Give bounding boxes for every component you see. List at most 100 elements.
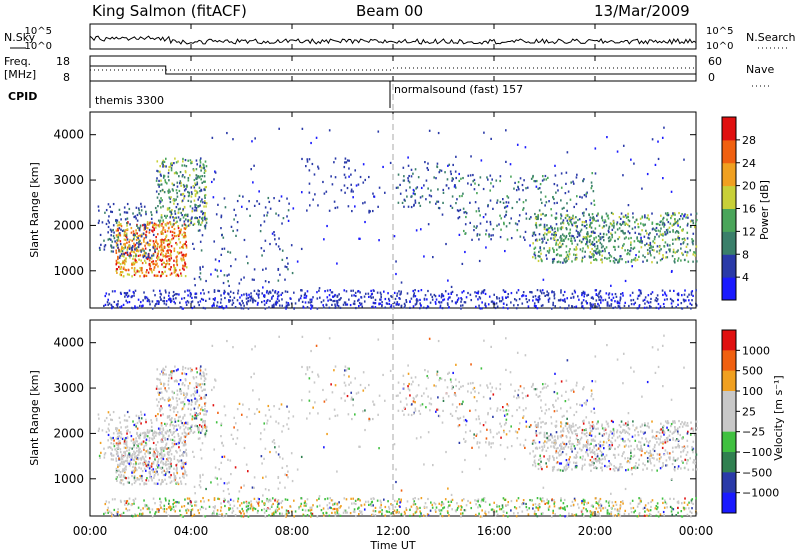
velocity-echo bbox=[498, 431, 500, 433]
power-echo bbox=[253, 279, 255, 281]
power-echo bbox=[174, 232, 176, 234]
power-echo bbox=[557, 244, 559, 246]
velocity-echo bbox=[134, 477, 136, 479]
power-echo bbox=[184, 176, 186, 178]
power-echo bbox=[667, 229, 669, 231]
power-echo bbox=[401, 281, 403, 283]
power-echo bbox=[650, 293, 652, 295]
velocity-echo bbox=[166, 443, 168, 445]
power-echo bbox=[583, 299, 585, 301]
power-echo bbox=[672, 231, 674, 233]
power-echo bbox=[574, 248, 576, 250]
power-echo bbox=[181, 259, 183, 261]
velocity-echo bbox=[147, 451, 149, 453]
velocity-echo bbox=[135, 462, 137, 464]
power-echo bbox=[279, 304, 281, 306]
power-echo bbox=[182, 265, 184, 267]
power-echo bbox=[131, 264, 133, 266]
velocity-echo bbox=[450, 413, 452, 415]
power-echo bbox=[390, 162, 392, 164]
velocity-echo bbox=[104, 456, 106, 458]
power-echo bbox=[532, 175, 534, 177]
velocity-echo bbox=[201, 406, 203, 408]
power-echo bbox=[287, 268, 289, 270]
velocity-echo bbox=[317, 412, 319, 414]
velocity-echo bbox=[237, 437, 239, 439]
velocity-echo bbox=[204, 403, 206, 405]
power-echo bbox=[680, 302, 682, 304]
power-echo bbox=[525, 146, 527, 148]
power-echo bbox=[577, 295, 579, 297]
power-echo bbox=[476, 192, 478, 194]
power-echo bbox=[179, 182, 181, 184]
power-echo bbox=[118, 221, 120, 223]
power-echo bbox=[456, 294, 458, 296]
power-echo bbox=[194, 209, 196, 211]
power-echo bbox=[654, 242, 656, 244]
power-echo bbox=[127, 247, 129, 249]
velocity-echo bbox=[460, 386, 462, 388]
power-echo bbox=[224, 290, 226, 292]
power-echo bbox=[169, 239, 171, 241]
power-echo bbox=[106, 292, 108, 294]
power-echo bbox=[239, 302, 241, 304]
power-echo bbox=[113, 246, 115, 248]
velocity-echo bbox=[185, 378, 187, 380]
power-echo bbox=[184, 297, 186, 299]
power-echo bbox=[654, 238, 656, 240]
velocity-echo bbox=[552, 404, 554, 406]
power-echo bbox=[398, 174, 400, 176]
velocity-echo bbox=[194, 412, 196, 414]
velocity-echo bbox=[488, 443, 490, 445]
beam-title: Beam 00 bbox=[356, 2, 423, 20]
power-echo bbox=[151, 261, 153, 263]
power-echo bbox=[483, 132, 485, 134]
velocity-echo bbox=[292, 480, 294, 482]
velocity-echo bbox=[140, 451, 142, 453]
velocity-echo bbox=[198, 428, 200, 430]
velocity-echo bbox=[556, 457, 558, 459]
power-echo bbox=[637, 259, 639, 261]
power-echo bbox=[247, 262, 249, 264]
power-echo bbox=[289, 297, 291, 299]
power-echo bbox=[104, 295, 106, 297]
power-echo bbox=[414, 200, 416, 202]
velocity-echo bbox=[248, 408, 250, 410]
velocity-echo bbox=[156, 388, 158, 390]
power-echo bbox=[170, 210, 172, 212]
power-echo bbox=[261, 292, 263, 294]
power-echo bbox=[553, 291, 555, 293]
velocity-echo bbox=[205, 413, 207, 415]
power-echo bbox=[671, 270, 673, 272]
power-echo bbox=[314, 173, 316, 175]
velocity-echo bbox=[126, 442, 128, 444]
power-echo bbox=[198, 304, 200, 306]
power-echo bbox=[116, 260, 118, 262]
power-echo bbox=[346, 290, 348, 292]
velocity-echo bbox=[200, 408, 202, 410]
power-echo bbox=[592, 241, 594, 243]
velocity-echo bbox=[455, 379, 457, 381]
power-echo bbox=[120, 292, 122, 294]
power-echo bbox=[139, 305, 141, 307]
velocity-echo bbox=[120, 448, 122, 450]
power-echo bbox=[550, 225, 552, 227]
velocity-echo bbox=[128, 477, 130, 479]
velocity-echo bbox=[159, 454, 161, 456]
power-echo bbox=[377, 292, 379, 294]
velocity-echo bbox=[125, 426, 127, 428]
power-echo bbox=[124, 232, 126, 234]
power-echo bbox=[672, 225, 674, 227]
velocity-echo bbox=[139, 437, 141, 439]
power-echo bbox=[535, 305, 537, 307]
velocity-echo bbox=[184, 471, 186, 473]
power-echo bbox=[300, 295, 302, 297]
power-echo bbox=[499, 215, 501, 217]
velocity-echo bbox=[161, 424, 163, 426]
power-echo bbox=[174, 235, 176, 237]
power-echo bbox=[546, 258, 548, 260]
velocity-echo bbox=[111, 449, 113, 451]
power-echo bbox=[201, 249, 203, 251]
power-echo bbox=[485, 233, 487, 235]
power-echo bbox=[662, 289, 664, 291]
